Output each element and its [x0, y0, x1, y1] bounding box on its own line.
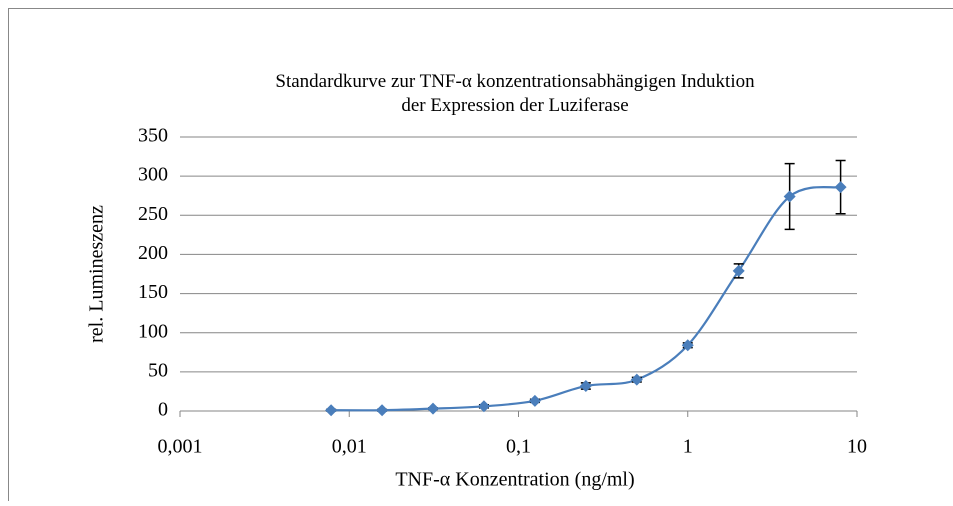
y-tick-label: 300 [138, 164, 168, 186]
y-tick-label: 150 [138, 281, 168, 303]
y-tick-label: 200 [138, 242, 168, 264]
y-tick-label: 0 [158, 399, 168, 421]
y-axis-title: rel. Lumineszenz [86, 205, 108, 343]
x-axis-title: TNF-α Konzentration (ng/ml) [395, 469, 634, 491]
x-tick-label: 0,1 [506, 436, 531, 458]
y-tick-label: 250 [138, 203, 168, 225]
y-tick-label: 350 [138, 125, 168, 147]
x-tick-label: 1 [683, 436, 693, 458]
x-tick-label: 0,01 [332, 436, 367, 458]
x-tick-label: 10 [847, 436, 867, 458]
y-tick-label: 100 [138, 320, 168, 342]
x-tick-label: 0,001 [158, 436, 203, 458]
y-tick-label: 50 [148, 359, 168, 381]
